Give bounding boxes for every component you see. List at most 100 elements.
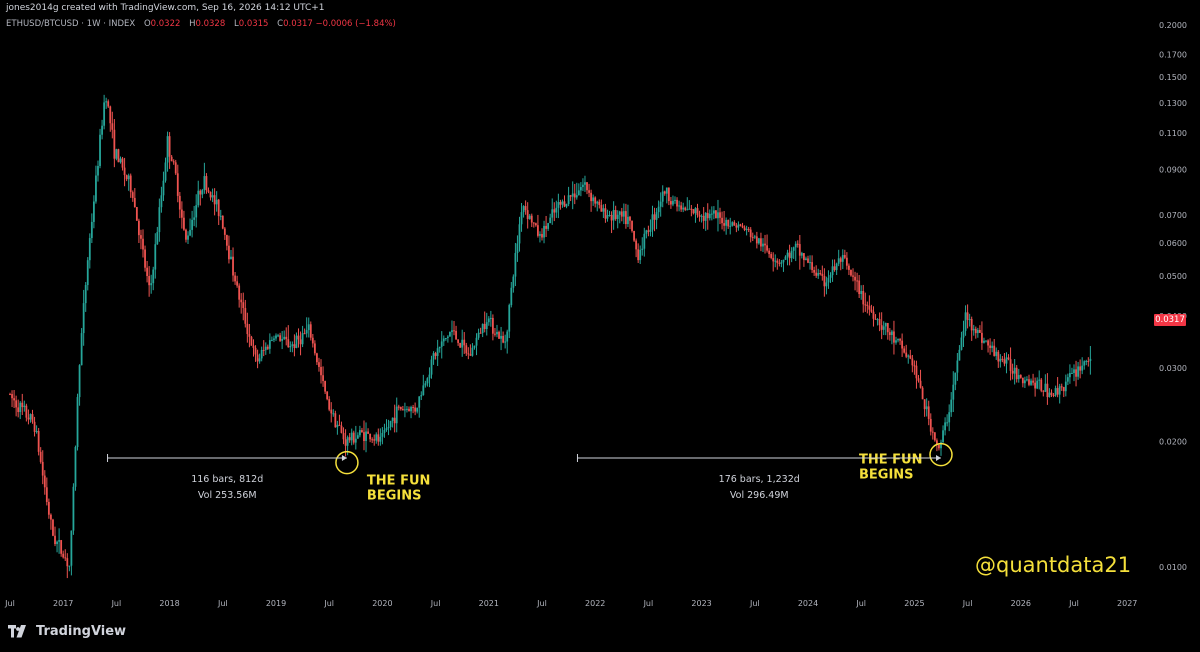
candle-body: [297, 335, 300, 340]
candle-body: [1050, 392, 1053, 396]
candle-body: [833, 266, 836, 270]
candle-body: [592, 197, 595, 202]
candle-body: [698, 215, 701, 217]
candle-body: [1060, 386, 1063, 388]
candle-body: [103, 102, 106, 126]
candle-body: [365, 431, 367, 442]
candle-body: [207, 190, 210, 192]
time-tick-label: 2022: [585, 599, 605, 608]
candle-body: [534, 223, 537, 226]
candle-body: [281, 338, 284, 341]
annotation-line1: THE FUN: [859, 453, 922, 468]
range-end-arrow: [936, 455, 941, 461]
candle-body: [52, 519, 54, 536]
candle-body: [854, 276, 856, 281]
candle-body: [481, 323, 484, 333]
candle-body: [95, 175, 97, 202]
candle-body: [432, 353, 435, 360]
time-tick-label: 2023: [691, 599, 711, 608]
candle-body: [672, 200, 674, 205]
candle-body: [199, 190, 202, 195]
candle-body: [590, 192, 593, 202]
time-tick-label: 2024: [798, 599, 818, 608]
candle-body: [459, 342, 462, 348]
candle-body: [680, 205, 683, 210]
candle-body: [225, 234, 228, 246]
candle-body: [56, 541, 58, 545]
candle-body: [776, 260, 779, 263]
candle-body: [101, 125, 103, 135]
candle-body: [1077, 366, 1079, 377]
candle-body: [751, 237, 754, 239]
candle-body: [835, 263, 838, 270]
candle-body: [987, 340, 989, 346]
candle-body: [444, 337, 447, 339]
candle-body: [311, 337, 314, 344]
candle-body: [498, 331, 500, 339]
candle-body: [86, 260, 89, 286]
candle-body: [54, 535, 56, 545]
candle-body: [1046, 383, 1049, 398]
time-tick-label: Jul: [323, 599, 334, 608]
candle-body: [567, 195, 570, 205]
candle-body: [608, 214, 611, 216]
candle-body: [895, 340, 897, 343]
candle-body: [890, 331, 893, 336]
candle-body: [305, 330, 308, 334]
candle-body: [39, 451, 42, 462]
candle-body: [1079, 366, 1082, 371]
candle-body: [743, 227, 746, 230]
candle-body: [1011, 370, 1014, 374]
time-tick-label: 2017: [53, 599, 73, 608]
candle-body: [933, 432, 936, 441]
candle-body: [682, 207, 685, 210]
candle-body: [271, 339, 273, 341]
candle-body: [516, 243, 519, 254]
candle-body: [678, 205, 680, 207]
candle-body: [193, 217, 196, 220]
candle-body: [719, 212, 721, 218]
candle-body: [831, 266, 834, 276]
candle-body: [917, 378, 920, 381]
candle-body: [356, 435, 359, 439]
candle-body: [624, 211, 627, 225]
candle-body: [508, 305, 511, 332]
tradingview-logo[interactable]: TradingView: [8, 624, 126, 639]
candle-body: [614, 210, 617, 219]
time-axis[interactable]: Jul 2017 Jul 2018 Jul 2019 Jul 2020 Jul 2021 Jul 20…: [4, 599, 1137, 608]
candle-body: [700, 215, 703, 217]
candle-body: [561, 201, 564, 205]
candle-body: [236, 281, 239, 286]
candle-body: [463, 339, 466, 346]
candle-body: [121, 158, 124, 168]
candle-body: [33, 421, 36, 432]
candle-body: [377, 434, 380, 442]
candle-body: [778, 262, 781, 264]
candle-body: [283, 336, 286, 339]
candle-body: [1042, 390, 1045, 392]
candle-body: [428, 374, 431, 379]
candle-body: [819, 273, 822, 275]
candle-body: [76, 397, 79, 448]
high-value: 0.0328: [195, 19, 226, 29]
candle-body: [618, 211, 621, 215]
candle-body: [770, 254, 773, 258]
price-tick-label: 0.0500: [1159, 272, 1187, 281]
candle-body: [1040, 379, 1043, 391]
candle-body: [1083, 361, 1086, 366]
candle-body: [113, 129, 116, 159]
candle-body: [909, 355, 912, 359]
candle-body: [68, 565, 71, 567]
candle-body: [727, 219, 730, 227]
candle-body: [242, 302, 245, 309]
candle-body: [131, 192, 134, 198]
candle-body: [332, 413, 335, 415]
candle-body: [551, 209, 554, 218]
candle-body: [422, 385, 425, 396]
candle-body: [152, 269, 155, 284]
tradingview-icon: [8, 625, 26, 638]
candle-body: [307, 324, 310, 331]
candle-body: [287, 339, 290, 348]
candle-body: [1034, 382, 1037, 389]
